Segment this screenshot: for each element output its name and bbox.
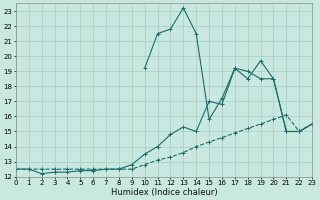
- X-axis label: Humidex (Indice chaleur): Humidex (Indice chaleur): [111, 188, 217, 197]
